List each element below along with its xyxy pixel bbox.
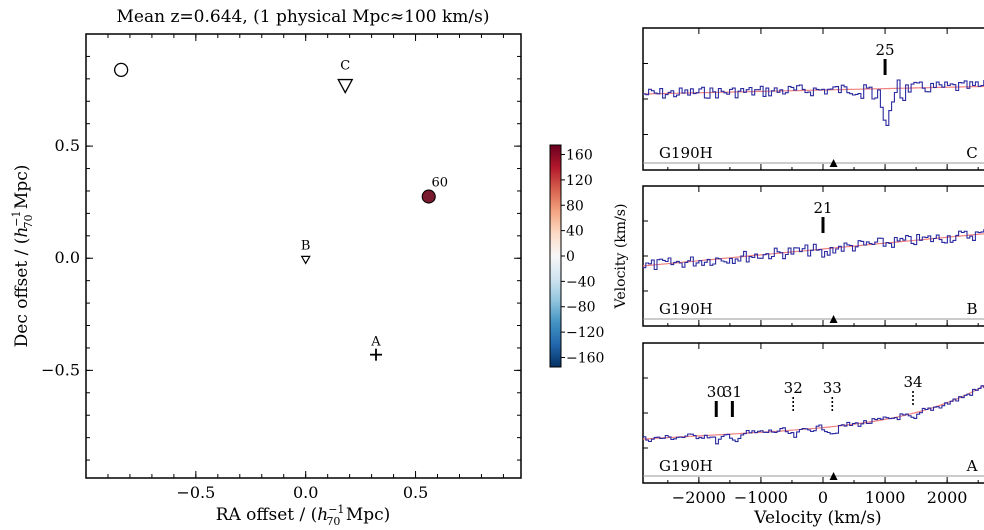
absorber-label: 31 bbox=[723, 383, 742, 401]
map-x-tick-label: −0.5 bbox=[176, 483, 215, 502]
system-velocity-marker bbox=[829, 472, 838, 480]
spectrum-panel-B: 21 G190H B bbox=[642, 185, 984, 327]
colorbar-ticks: 160 120 80 40 0 −40 −80 −120 −160 bbox=[561, 148, 604, 366]
colorbar-gradient bbox=[549, 144, 562, 368]
colorbar-tick-label: 0 bbox=[566, 249, 575, 265]
absorber-label: 21 bbox=[813, 199, 832, 217]
system-velocity-marker bbox=[829, 315, 838, 323]
map-point-open-circle bbox=[114, 62, 129, 78]
absorber-label: 30 bbox=[707, 383, 726, 401]
colorbar-tick-label: 40 bbox=[566, 224, 584, 240]
map-title: Mean z=0.644, (1 physical Mpc≈100 km/s) bbox=[117, 7, 490, 27]
map-point-label: A bbox=[370, 335, 381, 350]
map-x-tick-label: 0.0 bbox=[293, 483, 318, 502]
velocity-colorbar: 160 120 80 40 0 −40 −80 −120 −160 Velocity (km/s… bbox=[549, 144, 629, 368]
grating-label: G190H bbox=[659, 457, 713, 475]
flux-spectrum-line bbox=[643, 229, 984, 271]
grating-label: G190H bbox=[659, 300, 713, 318]
sightline-label: B bbox=[966, 300, 977, 318]
absorber-label: 33 bbox=[823, 379, 842, 397]
spectrum-x-tick-label: 2000 bbox=[927, 488, 968, 507]
map-x-axis-label: RA offset / (h−1 70 Mpc) bbox=[216, 503, 391, 528]
spectrum-panel-C: 25 G190H C bbox=[642, 27, 984, 171]
map-y-axis-label: Dec offset / (h−170 Mpc) bbox=[10, 165, 35, 348]
spectrum-x-tick-label: −1000 bbox=[734, 488, 788, 507]
spectrum-x-tick-label: 0 bbox=[818, 488, 828, 507]
colorbar-tick-label: −80 bbox=[566, 300, 596, 316]
colorbar-label: Velocity (km/s) bbox=[613, 204, 629, 310]
position-map: Mean z=0.644, (1 physical Mpc≈100 km/s) … bbox=[10, 7, 522, 528]
colorbar-tick-label: 160 bbox=[566, 148, 593, 164]
continuum-fit-line bbox=[642, 385, 984, 440]
spectrum-x-tick-label: 1000 bbox=[865, 488, 906, 507]
spectra-x-axis-label: Velocity (km/s) bbox=[753, 508, 881, 528]
map-y-tick-label: 0.5 bbox=[55, 136, 80, 155]
map-point-triangle bbox=[337, 78, 354, 94]
map-point-label: B bbox=[301, 238, 311, 253]
grating-label: G190H bbox=[659, 144, 713, 162]
flux-spectrum-line bbox=[643, 79, 984, 126]
colorbar-tick-label: −160 bbox=[566, 350, 604, 366]
map-x-tick-label: 0.5 bbox=[403, 483, 428, 502]
map-y-tick-label: −0.5 bbox=[41, 360, 80, 379]
map-point-triangle bbox=[300, 255, 311, 265]
absorber-label: 34 bbox=[903, 373, 922, 391]
flux-spectrum-line bbox=[643, 385, 984, 445]
map-axes-frame bbox=[85, 33, 522, 479]
absorber-label: 25 bbox=[876, 41, 895, 59]
system-velocity-marker bbox=[829, 159, 838, 167]
continuum-fit-line bbox=[642, 233, 984, 267]
map-point-label: C bbox=[340, 59, 350, 74]
colorbar-tick-label: 120 bbox=[566, 173, 593, 189]
map-points: C 60 B A bbox=[114, 59, 448, 361]
map-ticks: −0.5 0.0 0.5 0.5 0.0 −0.5 bbox=[41, 34, 521, 502]
spectrum-panel-A: −2000−1000010002000303132333435G190HA bbox=[642, 342, 984, 507]
sightline-label: C bbox=[966, 144, 977, 162]
colorbar-tick-label: −40 bbox=[566, 274, 596, 290]
map-y-tick-label: 0.0 bbox=[55, 248, 80, 267]
spectrum-x-tick-label: −2000 bbox=[672, 488, 726, 507]
map-point-label: 60 bbox=[431, 176, 448, 191]
sightline-label: A bbox=[966, 457, 978, 475]
colorbar-tick-label: 80 bbox=[566, 198, 584, 214]
colorbar-tick-label: −120 bbox=[566, 325, 604, 341]
map-point-filled-circle bbox=[421, 189, 436, 204]
absorber-label: 32 bbox=[784, 379, 803, 397]
